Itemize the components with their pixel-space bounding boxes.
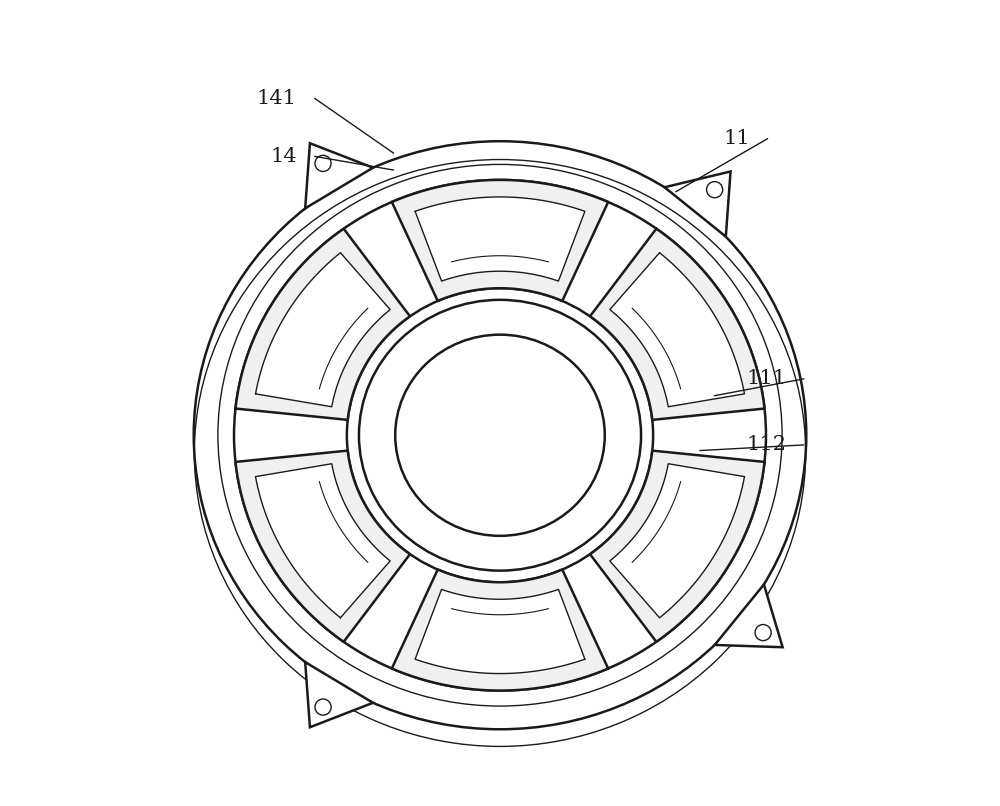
Polygon shape (415, 197, 585, 281)
Text: 112: 112 (746, 435, 786, 455)
Polygon shape (235, 451, 410, 642)
Polygon shape (590, 451, 765, 642)
Polygon shape (235, 229, 410, 420)
Polygon shape (610, 463, 744, 618)
Polygon shape (305, 143, 373, 209)
Text: 11: 11 (723, 129, 750, 148)
Polygon shape (715, 584, 783, 647)
Polygon shape (256, 252, 390, 407)
Text: 14: 14 (270, 147, 297, 166)
Polygon shape (415, 589, 585, 674)
Text: 111: 111 (746, 369, 786, 388)
Polygon shape (305, 662, 373, 727)
Text: 141: 141 (257, 89, 297, 108)
Polygon shape (590, 229, 765, 420)
Polygon shape (665, 172, 731, 237)
Polygon shape (392, 180, 608, 301)
Polygon shape (610, 252, 744, 407)
Polygon shape (256, 463, 390, 618)
Polygon shape (392, 570, 608, 691)
